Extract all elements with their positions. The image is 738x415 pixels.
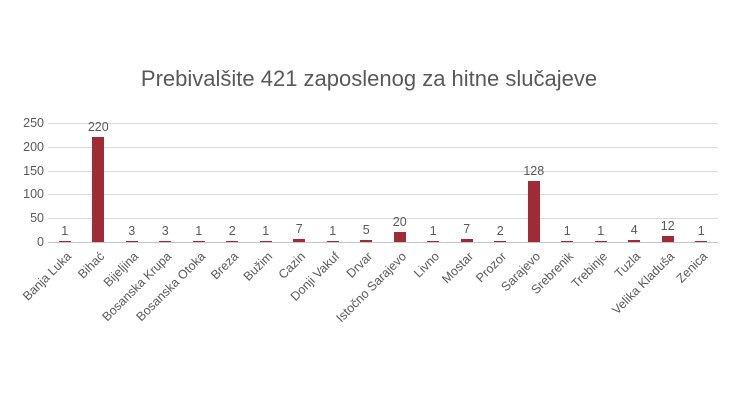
bar: [192, 241, 205, 242]
bar: [494, 241, 507, 242]
y-axis-tick-label: 100: [23, 187, 44, 202]
gridline: [48, 146, 718, 148]
bar-value-label: 1: [61, 224, 69, 238]
chart-title: Prebivalšite 421 zaposlenog za hitne slu…: [140, 66, 598, 91]
gridline: [48, 170, 718, 172]
bar: [159, 240, 172, 242]
bar: [661, 236, 674, 242]
y-axis-tick-label: 50: [30, 211, 44, 226]
bar: [125, 240, 138, 242]
gridline: [48, 218, 718, 220]
bar: [259, 241, 272, 242]
bar: [326, 241, 339, 242]
y-axis-tick-label: 200: [23, 139, 44, 154]
bar-value-label: 1: [563, 224, 571, 238]
bar-value-label: 12: [660, 219, 675, 234]
bar: [527, 181, 540, 242]
bar-value-label: 3: [161, 223, 169, 238]
bar-value-label: 1: [697, 224, 705, 238]
bar-value-label: 20: [392, 215, 407, 230]
bar: [360, 239, 373, 242]
y-axis-tick-label: 150: [23, 163, 44, 178]
bar-value-label: 7: [295, 221, 303, 236]
bar: [628, 240, 641, 242]
bar-value-label: 4: [630, 223, 638, 238]
bar: [226, 241, 239, 242]
y-axis-tick-label: 0: [37, 235, 44, 249]
bar-value-label: 220: [87, 120, 109, 135]
bar-value-label: 2: [496, 224, 504, 238]
bar: [695, 241, 708, 242]
gridline: [48, 194, 718, 196]
bar: [393, 232, 406, 242]
bar: [460, 238, 473, 242]
bar: [58, 241, 71, 242]
bar: [561, 241, 574, 242]
bar-value-label: 128: [523, 164, 545, 179]
bar-value-label: 1: [597, 224, 605, 238]
bar-value-label: 5: [362, 222, 370, 237]
bar-value-label: 1: [329, 224, 337, 238]
bar-value-label: 1: [195, 224, 203, 238]
bar-value-label: 1: [262, 224, 270, 238]
gridline: [48, 123, 718, 124]
bar-value-label: 7: [463, 221, 471, 236]
bar-value-label: 1: [429, 224, 437, 238]
bar-value-label: 3: [128, 223, 136, 238]
bar: [92, 137, 105, 242]
bar-value-label: 2: [228, 224, 236, 238]
bar: [293, 238, 306, 242]
x-axis-line: [48, 242, 718, 243]
bar: [427, 241, 440, 242]
y-axis-tick-label: 250: [23, 116, 44, 130]
bar: [594, 241, 607, 242]
